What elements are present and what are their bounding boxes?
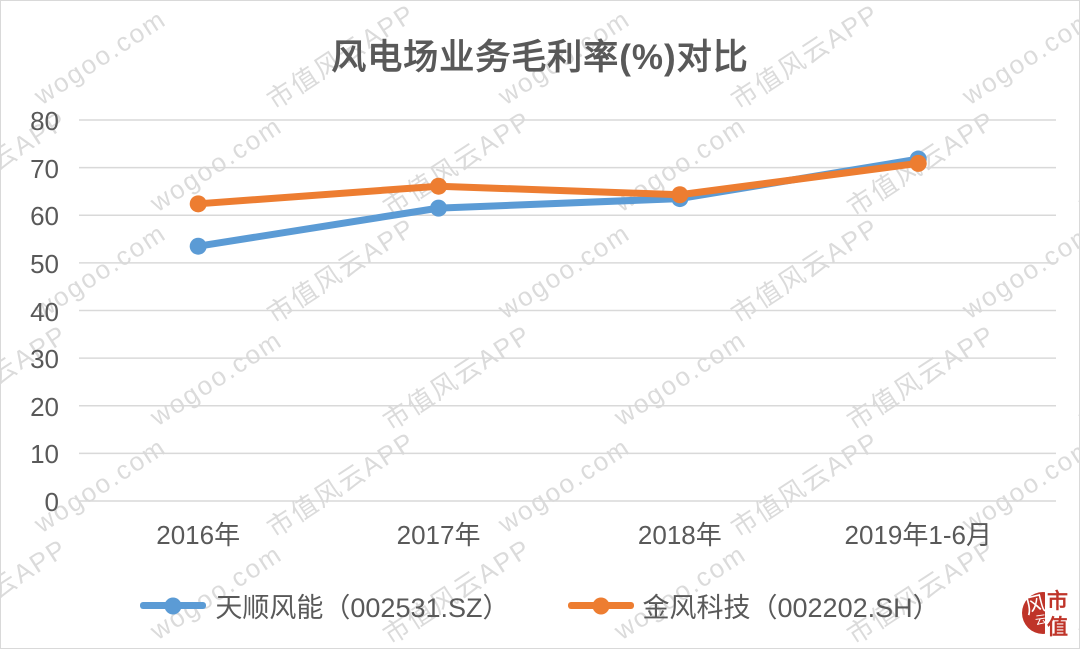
chart-title: 风电场业务毛利率(%)对比	[331, 38, 749, 77]
data-point-0	[430, 199, 448, 217]
series-line-1	[194, 159, 922, 208]
legend-item: 天顺风能（002531.SZ）	[140, 586, 510, 625]
wogoo-seal-logo: 风 云 市 值	[1022, 583, 1072, 645]
watermark-text: 市值风云APP	[375, 1, 538, 10]
seal-side-text: 市 值	[1045, 586, 1070, 643]
y-tick-label: 0	[44, 487, 59, 517]
y-tick-label: 70	[30, 153, 59, 184]
legend-line-marker-icon	[140, 596, 207, 615]
series-line-0	[194, 155, 922, 250]
watermark-text: 市值风云APP	[1, 1, 74, 10]
x-tick-label: 2017年	[396, 520, 481, 550]
y-tick-label: 40	[30, 296, 59, 327]
data-point-1	[671, 186, 689, 204]
x-tick-label: 2019年1-6月	[844, 520, 992, 550]
legend-item: 金风科技（002202.SH）	[567, 586, 940, 625]
y-tick-label: 80	[30, 106, 59, 136]
watermark-text: wogoo.com	[1073, 1, 1079, 4]
x-axis: 2016年 2017年 2018年 2019年1-6月	[79, 522, 1056, 552]
data-point-0	[189, 237, 207, 255]
seal-zhi-char: 值	[1047, 613, 1068, 639]
y-tick-label: 30	[30, 344, 59, 375]
data-point-1	[909, 154, 927, 172]
y-tick-label: 50	[30, 248, 59, 279]
data-point-1	[430, 177, 448, 195]
y-tick-label: 10	[30, 439, 59, 470]
watermark-text: 市值风云APP	[839, 1, 1002, 10]
y-axis: 0 10 20 30 40 50 60 70 80	[1, 108, 61, 515]
plot-area	[79, 119, 1056, 502]
y-tick-label: 20	[30, 391, 59, 422]
watermark-text: wogoo.com	[145, 1, 288, 4]
x-tick-label: 2016年	[156, 520, 241, 550]
legend-line-marker-icon	[567, 596, 634, 615]
seal-shi-char: 市	[1047, 588, 1068, 613]
watermark-text: wogoo.com	[1072, 110, 1079, 218]
legend-label: 天顺风能（002531.SZ）	[215, 593, 510, 623]
x-tick-label: 2018年	[637, 520, 722, 550]
watermark-text: wogoo.com	[1072, 324, 1079, 432]
watermark-text: wogoo.com	[609, 1, 752, 4]
legend: 天顺风能（002531.SZ） 金风科技（002202.SH）	[1, 586, 1079, 625]
legend-label: 金风科技（002202.SH）	[642, 593, 940, 623]
y-tick-label: 60	[30, 201, 59, 232]
data-point-1	[189, 195, 207, 213]
